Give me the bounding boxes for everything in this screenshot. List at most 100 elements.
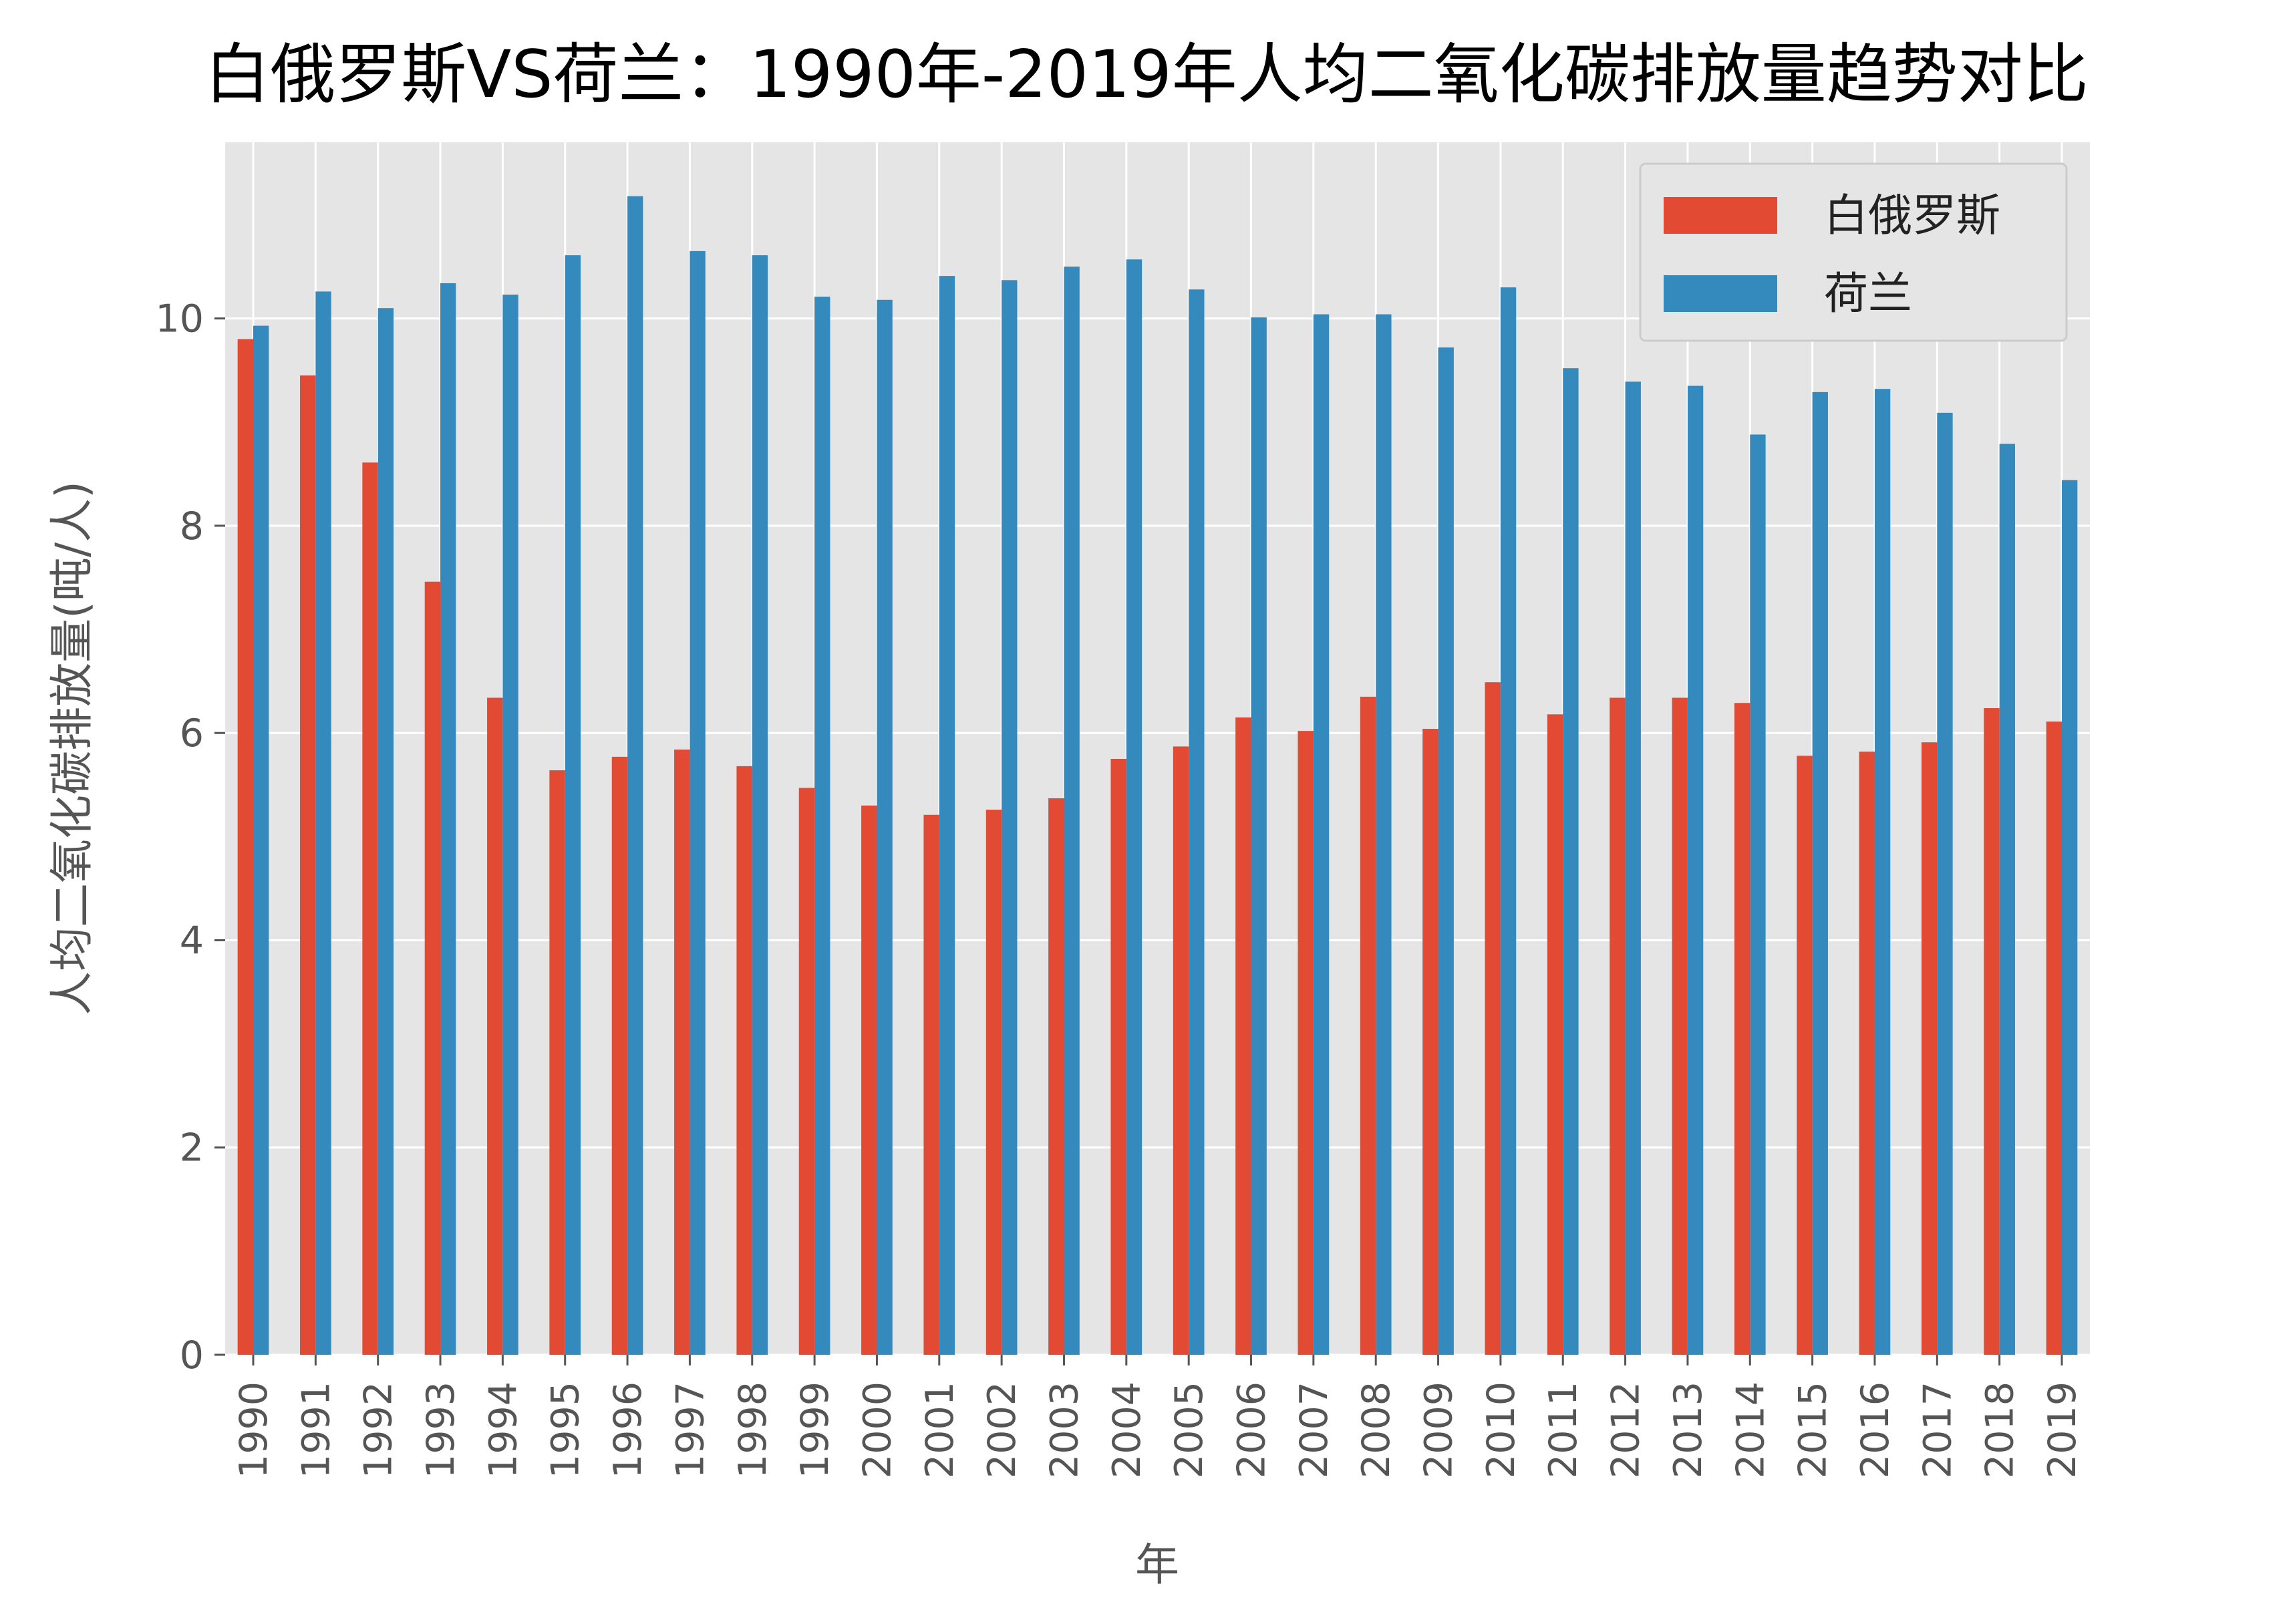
- x-tick-label: 2007: [1292, 1382, 1336, 1478]
- x-tick-label: 1992: [357, 1382, 401, 1478]
- x-tick-label: 2011: [1541, 1382, 1585, 1478]
- y-tick-label: 10: [155, 297, 204, 341]
- bar-netherlands-1995: [565, 255, 581, 1355]
- bar-netherlands-2006: [1251, 317, 1267, 1355]
- x-tick-label: 2002: [980, 1382, 1024, 1478]
- x-tick-label: 2003: [1042, 1382, 1086, 1478]
- x-tick-label: 1996: [606, 1382, 650, 1478]
- bar-netherlands-1992: [377, 308, 394, 1355]
- x-tick-label: 2010: [1479, 1382, 1523, 1478]
- x-tick-label: 2017: [1916, 1382, 1960, 1478]
- bar-netherlands-2004: [1126, 259, 1142, 1355]
- x-tick-label: 2000: [855, 1382, 899, 1478]
- x-tick-label: 1997: [668, 1382, 712, 1478]
- legend-label-netherlands: 荷兰: [1824, 268, 1912, 319]
- y-tick-label: 6: [180, 711, 204, 756]
- bar-belarus-1995: [549, 770, 565, 1355]
- bar-belarus-2019: [2046, 721, 2062, 1355]
- bar-belarus-2013: [1672, 697, 1688, 1355]
- bar-belarus-2015: [1797, 756, 1813, 1355]
- x-tick-label: 2019: [2040, 1382, 2085, 1478]
- bar-belarus-1999: [798, 788, 815, 1355]
- x-tick-label: 2009: [1417, 1382, 1461, 1478]
- bar-belarus-2012: [1610, 697, 1626, 1355]
- chart-title: 白俄罗斯VS荷兰：1990年-2019年人均二氧化碳排放量趋势对比: [204, 37, 2088, 113]
- bar-netherlands-1998: [752, 255, 768, 1355]
- bar-netherlands-2002: [1002, 280, 1018, 1355]
- x-tick-label: 2016: [1853, 1382, 1897, 1478]
- x-tick-label: 2005: [1167, 1382, 1211, 1478]
- bar-belarus-2007: [1297, 731, 1314, 1355]
- bar-netherlands-1990: [253, 325, 269, 1355]
- x-axis-ticks: 1990 1991 1992 1993 1994 1995 1996 1997 1998 1999…: [232, 1355, 2085, 1478]
- plot-background: [225, 142, 2090, 1355]
- bar-netherlands-2017: [1937, 412, 1953, 1355]
- bar-netherlands-2012: [1625, 381, 1641, 1355]
- bar-netherlands-1999: [814, 297, 830, 1355]
- bar-belarus-1992: [362, 462, 378, 1355]
- bar-belarus-1994: [487, 697, 503, 1355]
- x-tick-label: 2004: [1105, 1382, 1149, 1478]
- x-tick-label: 2012: [1604, 1382, 1648, 1478]
- y-tick-label: 8: [180, 504, 204, 548]
- bar-belarus-2005: [1173, 746, 1189, 1355]
- x-tick-label: 1999: [793, 1382, 837, 1478]
- bar-belarus-2008: [1360, 696, 1376, 1355]
- x-tick-label: 2015: [1791, 1382, 1835, 1478]
- x-tick-label: 1995: [544, 1382, 588, 1478]
- bar-netherlands-2015: [1812, 391, 1828, 1355]
- bar-belarus-1993: [424, 581, 441, 1355]
- bar-netherlands-1991: [315, 291, 331, 1355]
- bar-belarus-2014: [1734, 703, 1750, 1355]
- legend-label-belarus: 白俄罗斯: [1824, 190, 2000, 241]
- bar-netherlands-2014: [1750, 434, 1766, 1355]
- y-tick-label: 4: [180, 919, 204, 963]
- bar-belarus-2004: [1110, 759, 1126, 1355]
- bar-netherlands-2001: [939, 276, 955, 1355]
- y-axis-label: 人均二氧化碳排放量(吨/人): [46, 481, 98, 1015]
- bar-belarus-2018: [1984, 708, 2000, 1355]
- bar-netherlands-2010: [1500, 287, 1517, 1355]
- bar-belarus-1998: [736, 766, 752, 1355]
- y-tick-label: 2: [180, 1126, 204, 1170]
- bar-belarus-2001: [923, 814, 939, 1355]
- bar-netherlands-2018: [1999, 444, 2015, 1355]
- bar-netherlands-2007: [1313, 314, 1330, 1355]
- bar-netherlands-1994: [502, 295, 518, 1355]
- bar-belarus-2011: [1547, 714, 1563, 1355]
- bar-netherlands-2009: [1438, 347, 1454, 1355]
- bar-netherlands-2016: [1874, 389, 1891, 1355]
- x-tick-label: 2014: [1728, 1382, 1773, 1478]
- bar-netherlands-2003: [1064, 267, 1080, 1355]
- y-tick-label: 0: [180, 1333, 204, 1377]
- bar-belarus-2016: [1859, 752, 1875, 1355]
- x-tick-label: 1990: [232, 1382, 276, 1478]
- bar-belarus-2017: [1921, 742, 1938, 1355]
- x-tick-label: 2013: [1666, 1382, 1710, 1478]
- bar-netherlands-1996: [627, 196, 643, 1355]
- bar-belarus-2003: [1048, 798, 1064, 1355]
- x-axis-label: 年: [1135, 1539, 1179, 1591]
- legend-swatch-belarus: [1664, 197, 1777, 234]
- x-tick-label: 1998: [731, 1382, 775, 1478]
- bar-belarus-1997: [674, 750, 690, 1355]
- bar-netherlands-2000: [877, 299, 893, 1355]
- x-tick-label: 1991: [294, 1382, 338, 1478]
- bar-netherlands-2011: [1563, 368, 1579, 1355]
- x-tick-label: 2018: [1978, 1382, 2022, 1478]
- y-axis-ticks: 0 2 4 6 8 10: [155, 297, 225, 1377]
- bar-belarus-2006: [1235, 717, 1251, 1355]
- bar-belarus-1991: [300, 375, 316, 1355]
- bars: [237, 196, 2078, 1355]
- bar-netherlands-2008: [1376, 314, 1392, 1355]
- legend-swatch-netherlands: [1664, 275, 1777, 312]
- bar-belarus-2010: [1485, 682, 1501, 1355]
- bar-belarus-2009: [1422, 729, 1438, 1355]
- bar-netherlands-2005: [1189, 289, 1205, 1355]
- x-tick-label: 2006: [1230, 1382, 1274, 1478]
- bar-netherlands-2019: [2061, 480, 2078, 1355]
- bar-netherlands-1993: [440, 283, 456, 1355]
- bar-belarus-2000: [861, 805, 877, 1355]
- bar-netherlands-2013: [1687, 385, 1704, 1355]
